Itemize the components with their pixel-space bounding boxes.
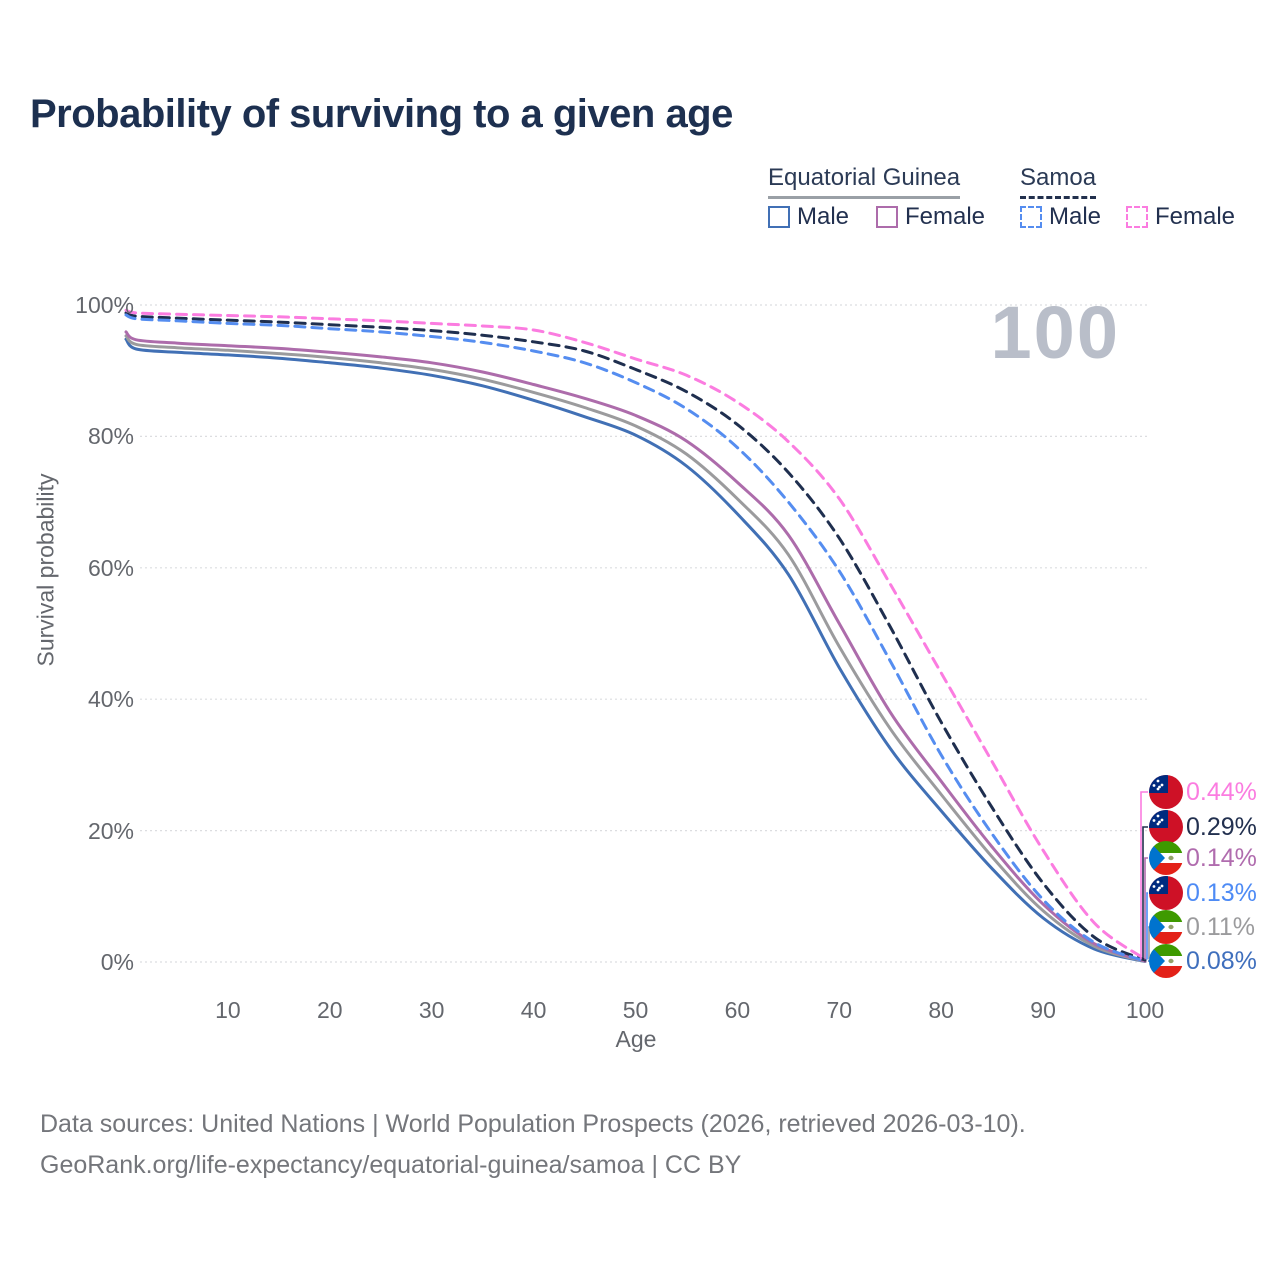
end-label-connector [1146, 892, 1148, 960]
x-tick-label-60: 60 [724, 997, 751, 1023]
samoa-flag-icon [1149, 810, 1183, 844]
end-label-connector [1140, 791, 1148, 960]
series-line-equatorial-guinea[interactable] [124, 334, 1147, 963]
legend-item-equatorial-guinea-male[interactable]: Male [768, 203, 849, 231]
end-label-connector [1144, 857, 1148, 960]
end-value-label-0.13pct[interactable]: 0.13% [1186, 879, 1257, 907]
legend-group-equatorial-guinea[interactable]: Equatorial Guinea [768, 164, 961, 199]
y-tick-label-20: 20% [87, 817, 134, 844]
x-tick-label-80: 80 [928, 997, 954, 1023]
end-value-label-0.14pct[interactable]: 0.14% [1186, 844, 1257, 872]
y-tick-label-100: 100% [75, 292, 134, 318]
x-tick-label-40: 40 [520, 997, 547, 1023]
series-line-equatorial-guinea-female[interactable] [124, 330, 1147, 963]
x-tick-label-100: 100 [1125, 997, 1165, 1023]
equatorial-guinea-flag-icon [1149, 944, 1183, 978]
legend-item-label: Female [905, 203, 986, 230]
y-tick-label-80: 80% [87, 423, 134, 450]
series-line-equatorial-guinea-male[interactable] [124, 337, 1147, 963]
x-tick-label-20: 20 [317, 997, 343, 1023]
y-tick-label-40: 40% [87, 686, 134, 713]
end-value-label-0.11pct[interactable]: 0.11% [1186, 913, 1256, 941]
legend-swatch-icon [876, 206, 898, 228]
equatorial-guinea-flag-icon [1149, 910, 1183, 944]
x-tick-label-70: 70 [826, 997, 853, 1023]
y-tick-label-60: 60% [87, 554, 134, 581]
end-value-label-0.08pct[interactable]: 0.08% [1186, 947, 1257, 975]
legend-swatch-icon [768, 206, 790, 228]
series-line-samoa-male[interactable] [124, 313, 1147, 963]
series-line-samoa-female[interactable] [124, 308, 1147, 961]
legend-item-samoa-male[interactable]: Male [1020, 203, 1101, 231]
x-tick-label-50: 50 [622, 997, 649, 1023]
x-axis-title: Age [615, 1026, 657, 1052]
chart-title: Probability of surviving to a given age [30, 92, 733, 136]
legend-item-label: Male [1049, 203, 1102, 230]
end-label-connector [1148, 926, 1150, 960]
legend-item-equatorial-guinea-female[interactable]: Female [876, 203, 985, 231]
data-source-line: Data sources: United Nations | World Pop… [40, 1110, 1026, 1138]
end-value-label-0.44pct[interactable]: 0.44% [1186, 778, 1257, 806]
legend-group-samoa[interactable]: Samoa [1020, 164, 1097, 199]
legend-item-label: Male [797, 203, 850, 230]
series-line-samoa[interactable] [124, 311, 1147, 962]
x-tick-label-30: 30 [418, 997, 445, 1023]
attribution-line: GeoRank.org/life-expectancy/equatorial-g… [40, 1151, 742, 1179]
y-tick-label-0: 0% [100, 949, 134, 975]
end-value-label-0.29pct[interactable]: 0.29% [1186, 813, 1257, 841]
legend-item-samoa-female[interactable]: Female [1126, 203, 1235, 231]
end-label-connector [1142, 826, 1148, 960]
age-counter-watermark: 100 [990, 291, 1120, 374]
legend-swatch-icon [1126, 206, 1148, 228]
legend-swatch-icon [1020, 206, 1042, 228]
samoa-flag-icon [1149, 876, 1183, 910]
legend-item-label: Female [1155, 203, 1236, 230]
x-tick-label-10: 10 [215, 997, 241, 1023]
x-tick-label-90: 90 [1030, 997, 1056, 1023]
samoa-flag-icon [1149, 775, 1183, 809]
equatorial-guinea-flag-icon [1149, 841, 1183, 875]
